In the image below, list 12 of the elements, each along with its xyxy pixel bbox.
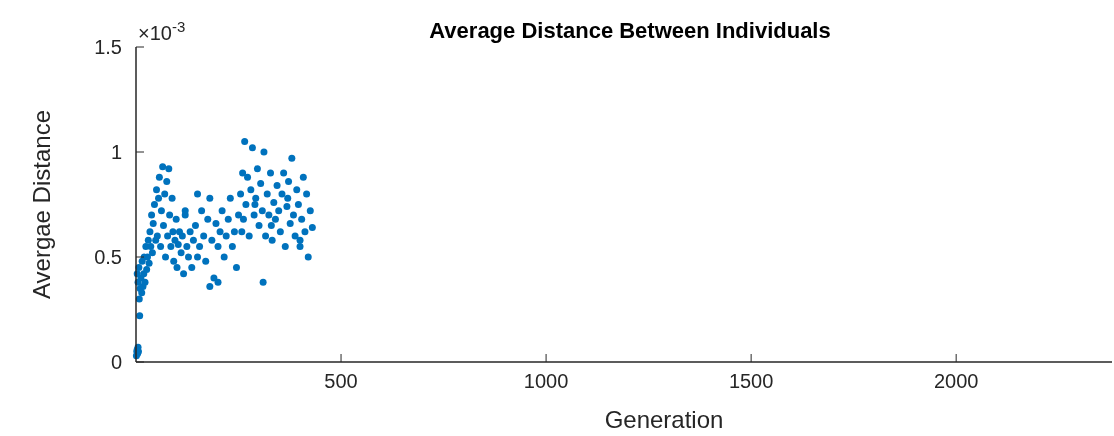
chart-title: Average Distance Between Individuals <box>429 18 831 43</box>
x-axis-title: Generation <box>604 406 724 433</box>
x-tick-label: 2000 <box>933 370 979 392</box>
x-tick-label: 1500 <box>728 370 774 392</box>
text: ×10$^{-3}$ <box>138 17 186 44</box>
y-axis-title: Avergae Distance <box>28 110 55 299</box>
y-tick-label: 1.5 <box>94 36 122 58</box>
y-tick-label: 1 <box>110 141 122 163</box>
y-tick-label: 0.5 <box>94 246 122 268</box>
x-tick-label: 500 <box>324 370 358 392</box>
x-tick-label: 1000 <box>523 370 569 392</box>
y-tick-label: 0 <box>110 351 122 373</box>
